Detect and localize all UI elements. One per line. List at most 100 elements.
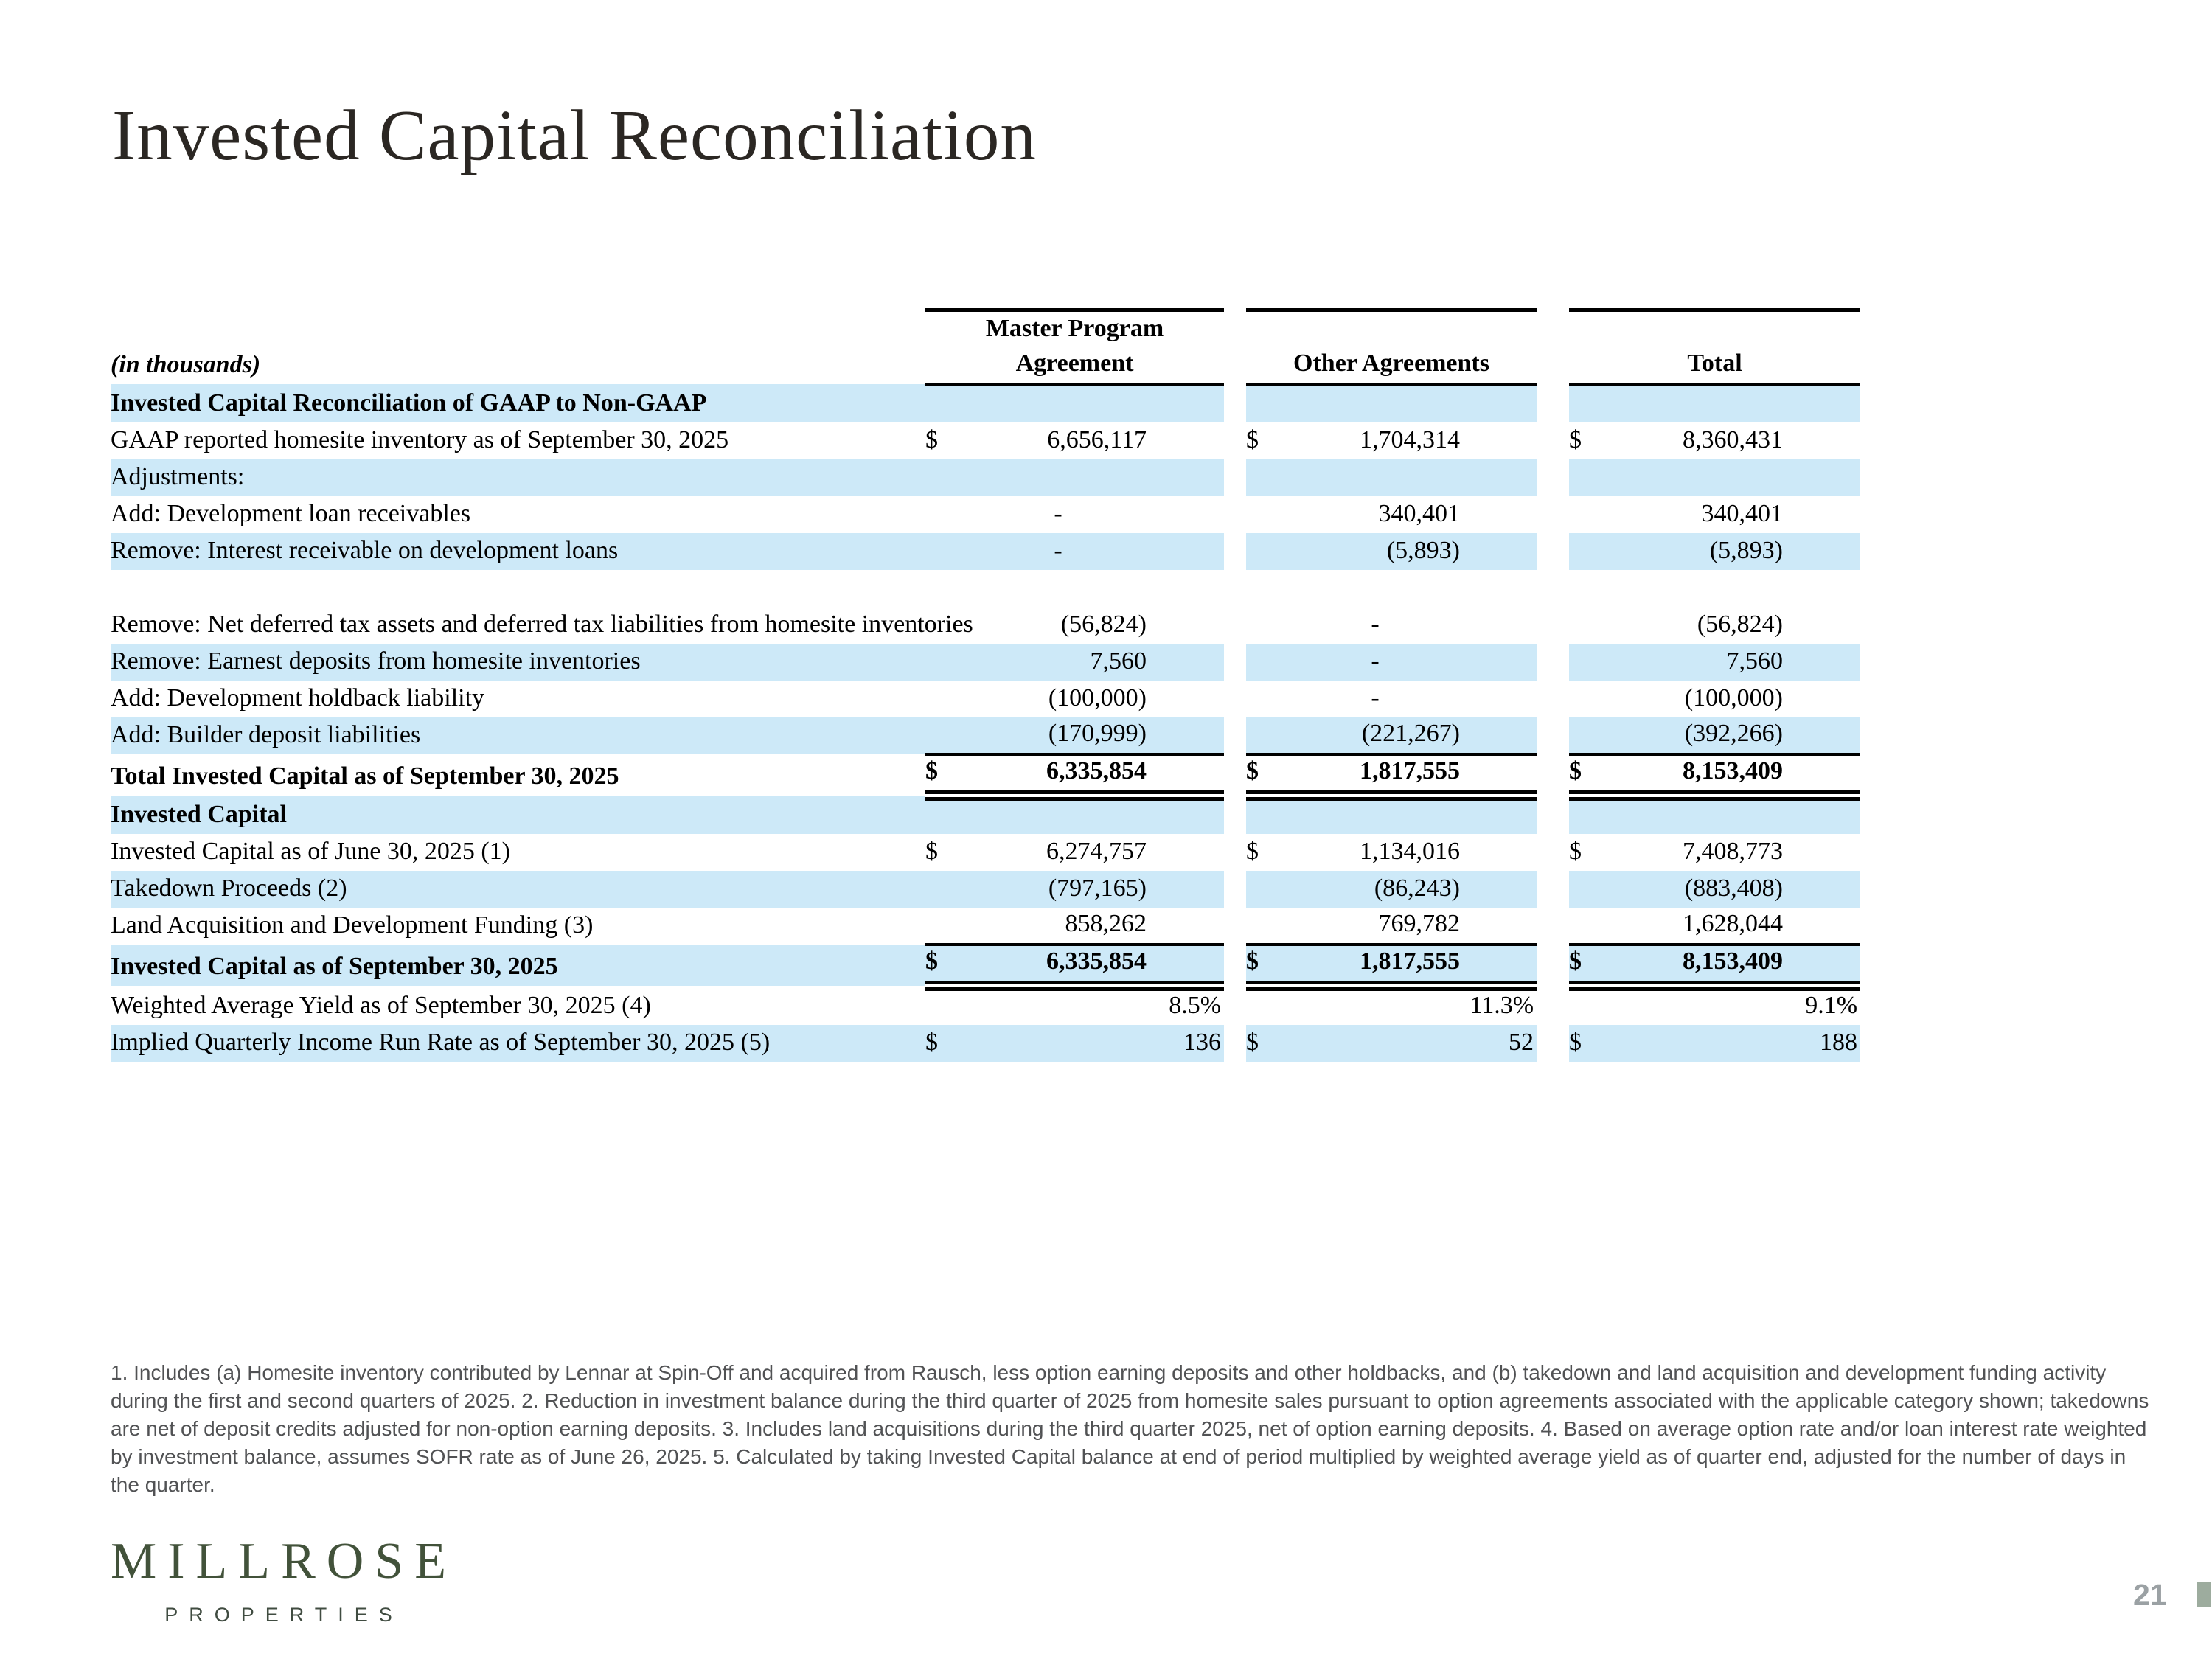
pad-cell: [1147, 643, 1225, 681]
pad-cell: [1783, 942, 1861, 991]
footnotes: 1. Includes (a) Homesite inventory contr…: [111, 1361, 2149, 1496]
pad-cell: [1147, 422, 1225, 459]
column-gap: [1224, 985, 1247, 1025]
units-label: (in thousands): [111, 350, 261, 378]
pad-cell: [1783, 569, 1861, 644]
currency-symbol-cell: $: [1246, 1024, 1291, 1062]
currency-symbol-cell: [1569, 870, 1614, 908]
value-cell: 1,628,044: [1613, 907, 1784, 945]
currency-symbol-cell: [925, 795, 970, 834]
value-cell: 6,656,117: [970, 422, 1147, 459]
pad-cell: [1147, 942, 1225, 991]
currency-symbol-cell: $: [1246, 942, 1291, 991]
row-label: Invested Capital: [111, 795, 925, 834]
value-cell: -: [970, 495, 1147, 533]
pad-cell: [1460, 422, 1537, 459]
row-label: Adjustments:: [111, 459, 925, 496]
row-label: Remove: Earnest deposits from homesite i…: [111, 643, 925, 681]
currency-symbol-cell: [1569, 459, 1614, 496]
table-row: Invested Capital as of September 30, 202…: [111, 942, 1861, 991]
currency-symbol-cell: [1246, 495, 1291, 533]
currency-symbol-cell: [1569, 643, 1614, 681]
currency-symbol-cell: [1569, 717, 1614, 754]
column-gap: [1224, 907, 1247, 945]
currency-symbol-cell: $: [1569, 833, 1614, 871]
row-label: GAAP reported homesite inventory as of S…: [111, 422, 925, 459]
column-header-spacer: [1569, 308, 1861, 349]
table-header-row-1: Master Program: [111, 308, 1861, 349]
value-cell: (5,893): [1613, 532, 1784, 570]
table-row: Invested Capital as of June 30, 2025 (1)…: [111, 833, 1861, 871]
value-cell: -: [1290, 680, 1461, 717]
pad-cell: [1783, 643, 1861, 681]
row-label: Invested Capital as of September 30, 202…: [111, 944, 925, 986]
pad-cell: [1147, 495, 1225, 533]
value-cell: [970, 383, 1147, 422]
pad-cell: [1783, 795, 1861, 834]
currency-symbol-cell: [1246, 643, 1291, 681]
value-cell: 8,360,431: [1613, 422, 1784, 459]
column-gap: [1224, 795, 1247, 834]
column-gap: [1224, 754, 1247, 796]
value-cell: (5,893): [1290, 532, 1461, 570]
currency-symbol-cell: [925, 643, 970, 681]
logo-wordmark: MILLROSE: [111, 1533, 457, 1590]
table-row: Add: Development loan receivables - 340,40…: [111, 495, 1861, 533]
pad-cell: [1460, 833, 1537, 871]
pad-cell: [1460, 795, 1537, 834]
value-cell: 136: [970, 1024, 1225, 1062]
table-row: Land Acquisition and Development Funding…: [111, 907, 1861, 945]
currency-symbol-cell: [1246, 532, 1291, 570]
column-gap: [1537, 383, 1570, 422]
currency-symbol-cell: [1246, 907, 1291, 945]
pad-cell: [1147, 795, 1225, 834]
row-label: Takedown Proceeds (2): [111, 870, 925, 908]
value-cell: (797,165): [970, 870, 1147, 908]
row-label: Add: Builder deposit liabilities: [111, 717, 925, 754]
pad-cell: [1147, 833, 1225, 871]
row-label: Add: Development loan receivables: [111, 495, 925, 533]
pad-cell: [1147, 717, 1225, 754]
pad-cell: [1783, 495, 1861, 533]
currency-symbol-cell: $: [1246, 752, 1291, 801]
table-header-row-2: (in thousands) Agreement Other Agreement…: [111, 348, 1861, 386]
page-title: Invested Capital Reconciliation: [112, 96, 1037, 175]
column-header-total: Total: [1569, 348, 1861, 386]
currency-symbol-cell: [925, 569, 970, 644]
currency-symbol-cell: [1246, 459, 1291, 496]
column-gap: [1224, 944, 1247, 986]
column-gap: [1537, 907, 1570, 945]
table-row: Remove: Interest receivable on developme…: [111, 532, 1861, 570]
value-cell: [970, 459, 1147, 496]
currency-symbol-cell: [1569, 907, 1614, 945]
currency-symbol-cell: [1246, 795, 1291, 834]
pad-cell: [1460, 717, 1537, 754]
currency-symbol-cell: [1246, 985, 1291, 1025]
value-cell: 8.5%: [970, 985, 1225, 1025]
currency-symbol-cell: [1569, 532, 1614, 570]
column-gap: [1537, 985, 1570, 1025]
value-cell: (170,999): [970, 717, 1147, 754]
column-gap: [1537, 754, 1570, 796]
pad-cell: [1783, 717, 1861, 754]
pad-cell: [1460, 532, 1537, 570]
currency-symbol-cell: $: [1246, 422, 1291, 459]
value-cell: [1290, 383, 1461, 422]
currency-symbol-cell: $: [1246, 833, 1291, 871]
pad-cell: [1147, 752, 1225, 801]
column-gap: [1537, 495, 1570, 533]
column-gap: [1224, 495, 1247, 533]
row-label: Invested Capital as of June 30, 2025 (1): [111, 833, 925, 871]
value-cell: 7,560: [1613, 643, 1784, 681]
column-header-master-program-line1: Master Program: [925, 308, 1225, 349]
invested-capital-table: Master Program (in thousands) Agreement …: [111, 308, 1861, 1062]
column-gap: [1224, 870, 1247, 908]
table-row: GAAP reported homesite inventory as of S…: [111, 422, 1861, 459]
column-gap: [1537, 1024, 1570, 1062]
pad-cell: [1460, 383, 1537, 422]
pad-cell: [1783, 907, 1861, 945]
table-row: Invested Capital Reconciliation of GAAP …: [111, 383, 1861, 422]
currency-symbol-cell: [1246, 383, 1291, 422]
pad-cell: [1147, 532, 1225, 570]
value-cell: 769,782: [1290, 907, 1461, 945]
